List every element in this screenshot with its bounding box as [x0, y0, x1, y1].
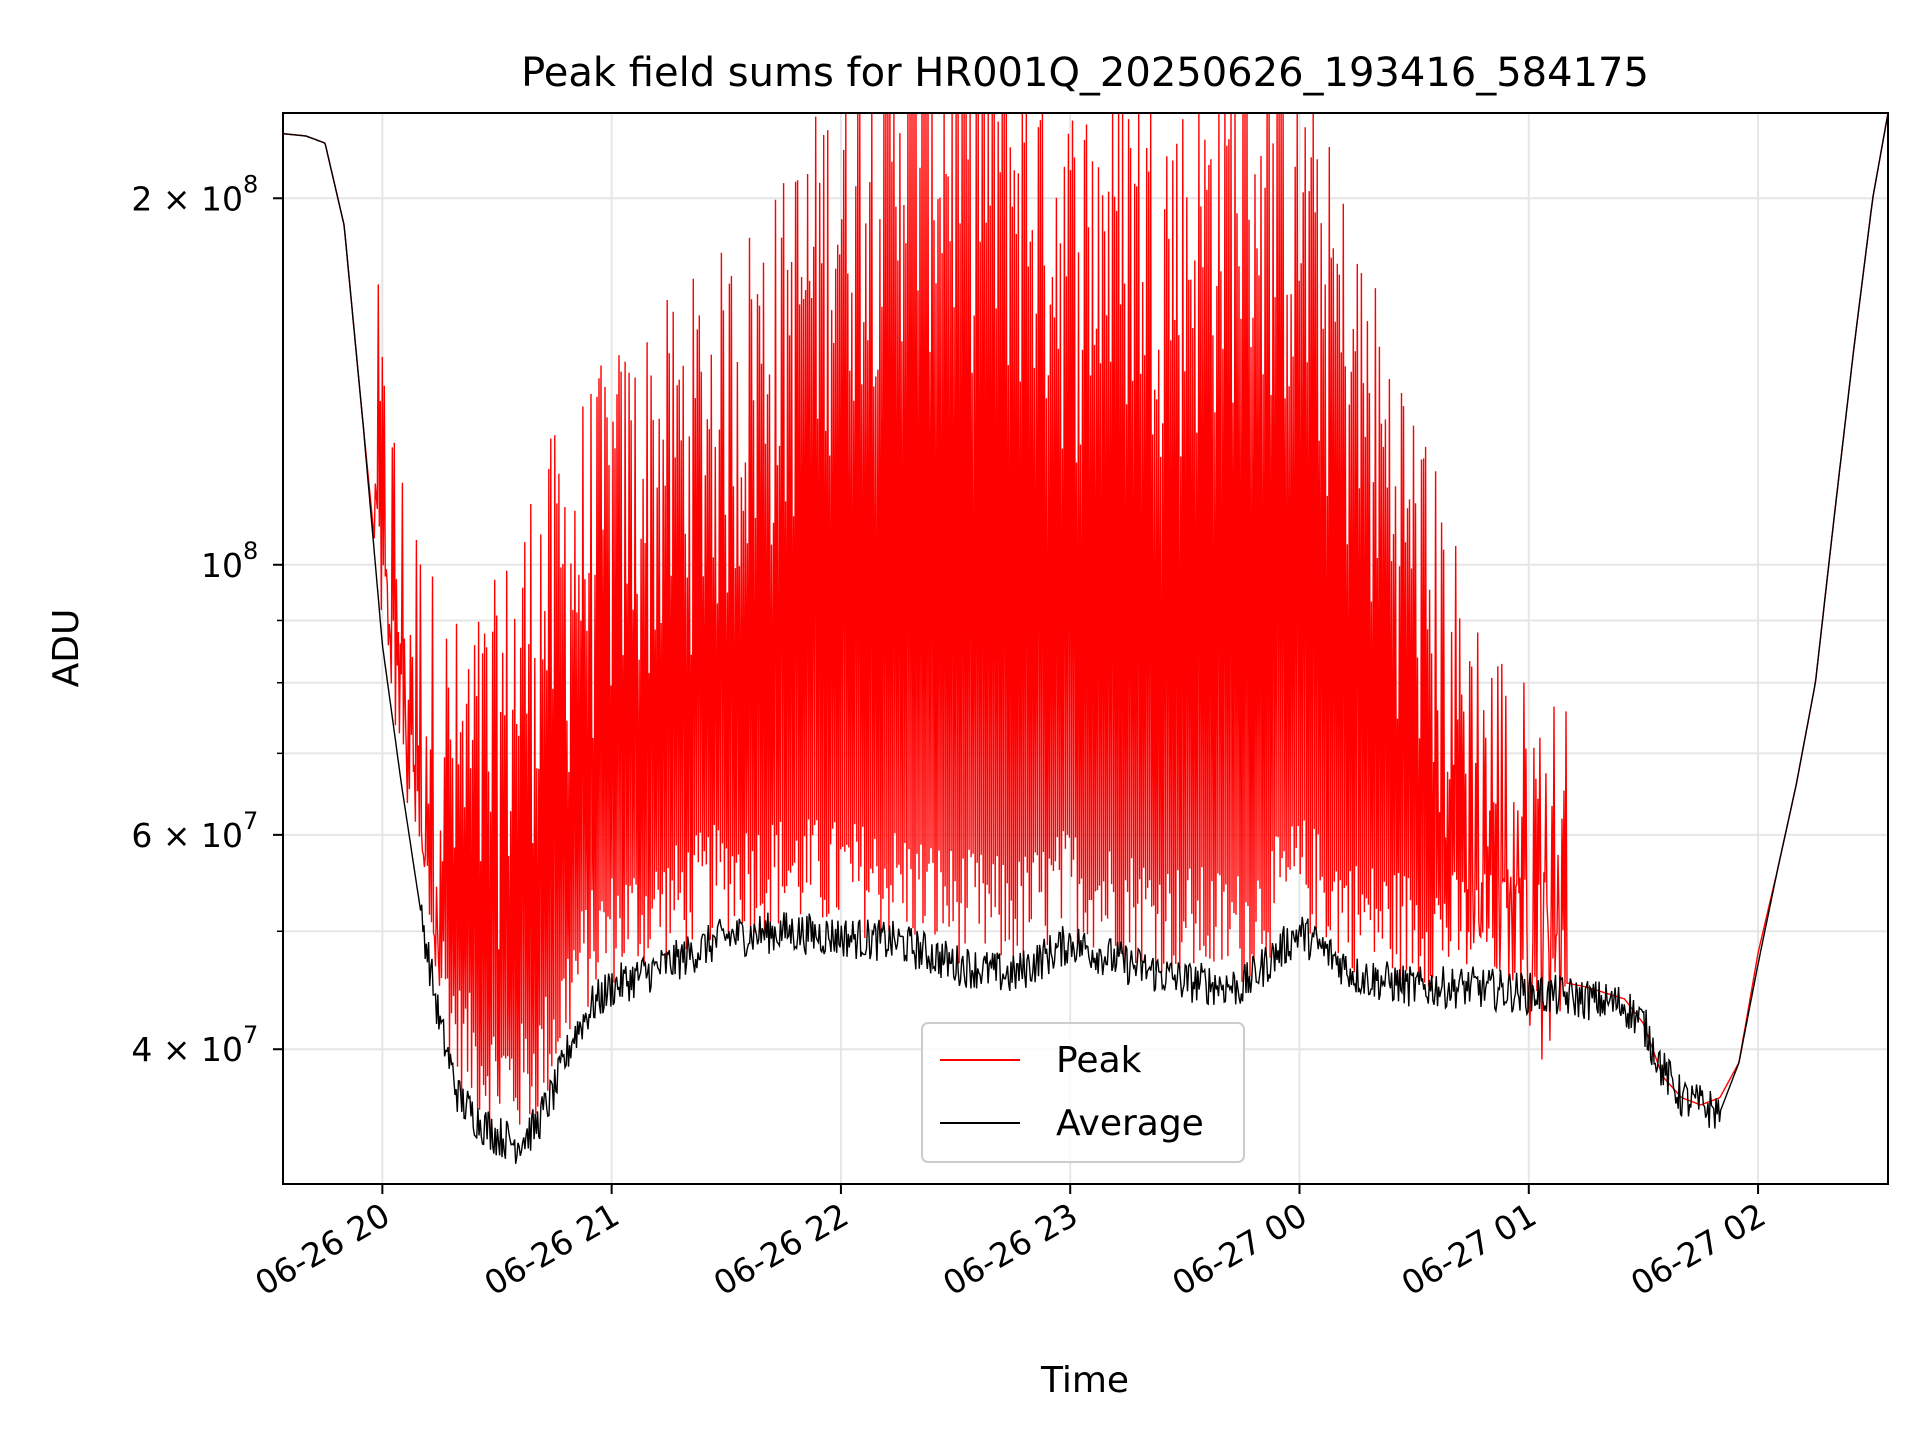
y-tick-label: 2 × 10 — [131, 179, 243, 218]
y-tick-exponent: 8 — [243, 537, 258, 565]
legend-average-label: Average — [1056, 1103, 1204, 1144]
legend: Peak Average — [921, 1022, 1245, 1163]
y-axis: 2 × 10 810 86 × 10 74 × 10 7 — [131, 170, 283, 1069]
x-tick-label: 06-26 21 — [478, 1195, 626, 1303]
y-tick-label: 6 × 10 — [131, 816, 243, 855]
y-tick-exponent: 8 — [243, 170, 258, 198]
series-layer — [282, 112, 1889, 1164]
x-tick-label: 06-26 20 — [248, 1195, 396, 1303]
y-axis-label: ADU — [46, 609, 87, 688]
x-tick-label: 06-27 02 — [1624, 1195, 1772, 1303]
legend-box — [921, 1022, 1245, 1163]
peak-series-line — [282, 112, 1889, 1129]
x-tick-label: 06-26 23 — [936, 1195, 1084, 1303]
y-tick-label: 4 × 10 — [131, 1030, 243, 1069]
x-axis-label: Time — [1040, 1360, 1129, 1401]
x-tick-label: 06-27 00 — [1166, 1195, 1314, 1303]
x-axis: 06-26 20 06-26 21 06-26 22 06-26 23 06-27 00… — [248, 1184, 1772, 1303]
x-tick-label: 06-26 22 — [707, 1195, 855, 1303]
y-tick-label: 10 — [201, 546, 243, 585]
legend-peak-label: Peak — [1056, 1040, 1142, 1081]
average-series-line — [282, 112, 1889, 1164]
x-tick-label: 06-27 01 — [1395, 1195, 1543, 1303]
y-tick-exponent: 7 — [243, 1021, 258, 1049]
plot-frame — [282, 112, 1889, 1185]
y-tick-exponent: 7 — [243, 807, 258, 835]
chart-title: Peak field sums for HR001Q_20250626_1934… — [521, 50, 1649, 96]
